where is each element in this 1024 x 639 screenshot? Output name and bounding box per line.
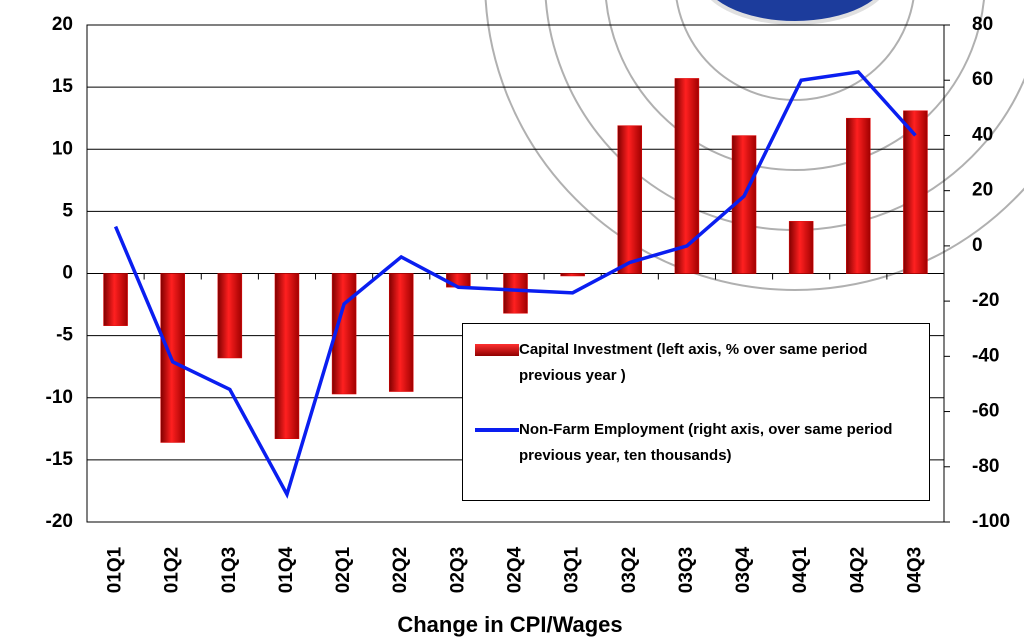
bar: [388, 273, 414, 392]
legend-entry: Non-Farm Employment (right axis, over sa…: [471, 417, 923, 469]
bar: [560, 273, 585, 277]
legend-key: [471, 337, 519, 363]
bar: [788, 221, 814, 274]
x-tick-label: 02Q4: [505, 546, 526, 593]
x-axis-label: Change in CPI/Wages: [397, 612, 622, 637]
x-tick-label: 01Q2: [162, 547, 183, 593]
bar: [217, 273, 243, 359]
y-tick-label: -10: [46, 387, 73, 408]
y2-tick-label: 20: [972, 180, 993, 201]
legend-entry: Capital Investment (left axis, % over sa…: [471, 337, 923, 389]
x-tick-label: 04Q3: [904, 547, 925, 593]
bar: [274, 273, 300, 440]
y2-tick-label: -60: [972, 401, 999, 422]
x-tick-label: 02Q3: [447, 547, 468, 593]
legend-key: [471, 417, 519, 443]
bar: [103, 273, 128, 326]
y-tick-label: -20: [46, 511, 73, 532]
x-tick-label: 01Q1: [105, 546, 126, 593]
y-tick-label: -5: [56, 325, 73, 346]
y2-tick-label: -80: [972, 456, 999, 477]
line-series: [113, 70, 917, 499]
bar: [617, 125, 643, 274]
x-tick-label: 03Q2: [619, 547, 640, 593]
bar: [903, 110, 928, 274]
x-tick-label: 02Q2: [390, 547, 411, 593]
y2-tick-label: -100: [972, 511, 1010, 532]
x-tick-label: 03Q4: [733, 546, 754, 593]
y-tick-label: 10: [52, 138, 73, 159]
legend: Capital Investment (left axis, % over sa…: [462, 323, 930, 501]
x-tick-label: 04Q1: [790, 546, 811, 593]
y2-tick-label: 40: [972, 124, 993, 145]
x-tick-label: 01Q3: [219, 547, 240, 593]
y2-tick-label: -40: [972, 345, 999, 366]
y-tick-label: -15: [46, 449, 74, 470]
x-tick-label: 03Q1: [562, 546, 583, 593]
x-tick-label: 04Q2: [847, 547, 868, 593]
bar: [846, 117, 871, 274]
y2-tick-label: 60: [972, 69, 993, 90]
y-tick-label: 20: [52, 14, 73, 35]
y-tick-label: 0: [62, 263, 73, 284]
y2-tick-label: 0: [972, 235, 983, 256]
x-tick-label: 03Q3: [676, 547, 697, 593]
bar: [503, 273, 528, 314]
y-tick-label: 5: [62, 200, 73, 221]
y-tick-label: 15: [52, 76, 74, 97]
x-tick-label: 01Q4: [276, 546, 297, 593]
legend-label: Non-Farm Employment (right axis, over sa…: [519, 421, 893, 464]
y2-tick-label: 80: [972, 14, 993, 35]
y2-tick-label: -20: [972, 290, 999, 311]
x-tick-label: 02Q1: [333, 546, 354, 593]
bar: [446, 273, 471, 288]
legend-label: Capital Investment (left axis, % over sa…: [519, 341, 868, 384]
